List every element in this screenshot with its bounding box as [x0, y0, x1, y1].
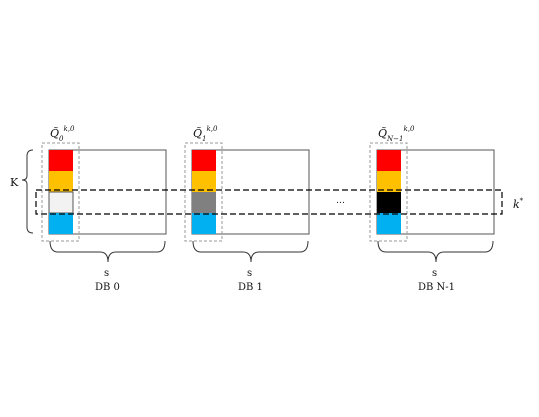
database-n-1-cell-red	[377, 150, 401, 171]
database-1-cell-red	[192, 150, 216, 171]
database-1-query-label: Q̃1k,0	[193, 125, 218, 143]
database-n-1-cell-blue	[377, 213, 401, 234]
database-0-query-label: Q̃0k,0	[50, 125, 75, 143]
k-label: K	[10, 176, 19, 189]
database-1-cell-orange	[192, 171, 216, 192]
k-star-label: k*	[513, 197, 524, 211]
database-0-query-selection	[41, 142, 80, 242]
database-n-1-cell-orange	[377, 171, 401, 192]
database-0-s-brace	[49, 240, 166, 263]
database-1-cell-blue	[192, 213, 216, 234]
database-n-1-cell-target	[377, 192, 401, 213]
database-0-cell-target	[48, 191, 74, 214]
database-0-cell-orange	[49, 171, 73, 192]
database-1-cell-target	[192, 192, 216, 213]
database-0-db-label: DB 0	[95, 282, 120, 293]
database-n-1-s-label: s	[432, 268, 437, 279]
database-n-1-db-label: DB N-1	[418, 282, 455, 293]
k-brace	[21, 149, 34, 234]
database-n-1-query-selection	[369, 142, 408, 242]
database-0-cell-blue	[49, 213, 73, 234]
database-1: Q̃1k,0 s DB 1	[184, 125, 310, 293]
database-1-query-selection	[184, 142, 223, 242]
database-1-s-brace	[192, 240, 309, 263]
database-n-1: Q̃N−1k,0 s DB N-1	[369, 125, 495, 293]
k-star-row-selection	[35, 189, 503, 215]
database-0-cell-red	[49, 150, 73, 171]
database-0: Q̃0k,0 s DB 0	[41, 125, 167, 293]
database-0-s-label: s	[104, 268, 109, 279]
database-n-1-s-brace	[377, 240, 494, 263]
database-n-1-query-label: Q̃N−1k,0	[378, 125, 415, 143]
database-1-s-label: s	[247, 268, 252, 279]
ellipsis: …	[336, 196, 345, 206]
database-1-db-label: DB 1	[238, 282, 263, 293]
